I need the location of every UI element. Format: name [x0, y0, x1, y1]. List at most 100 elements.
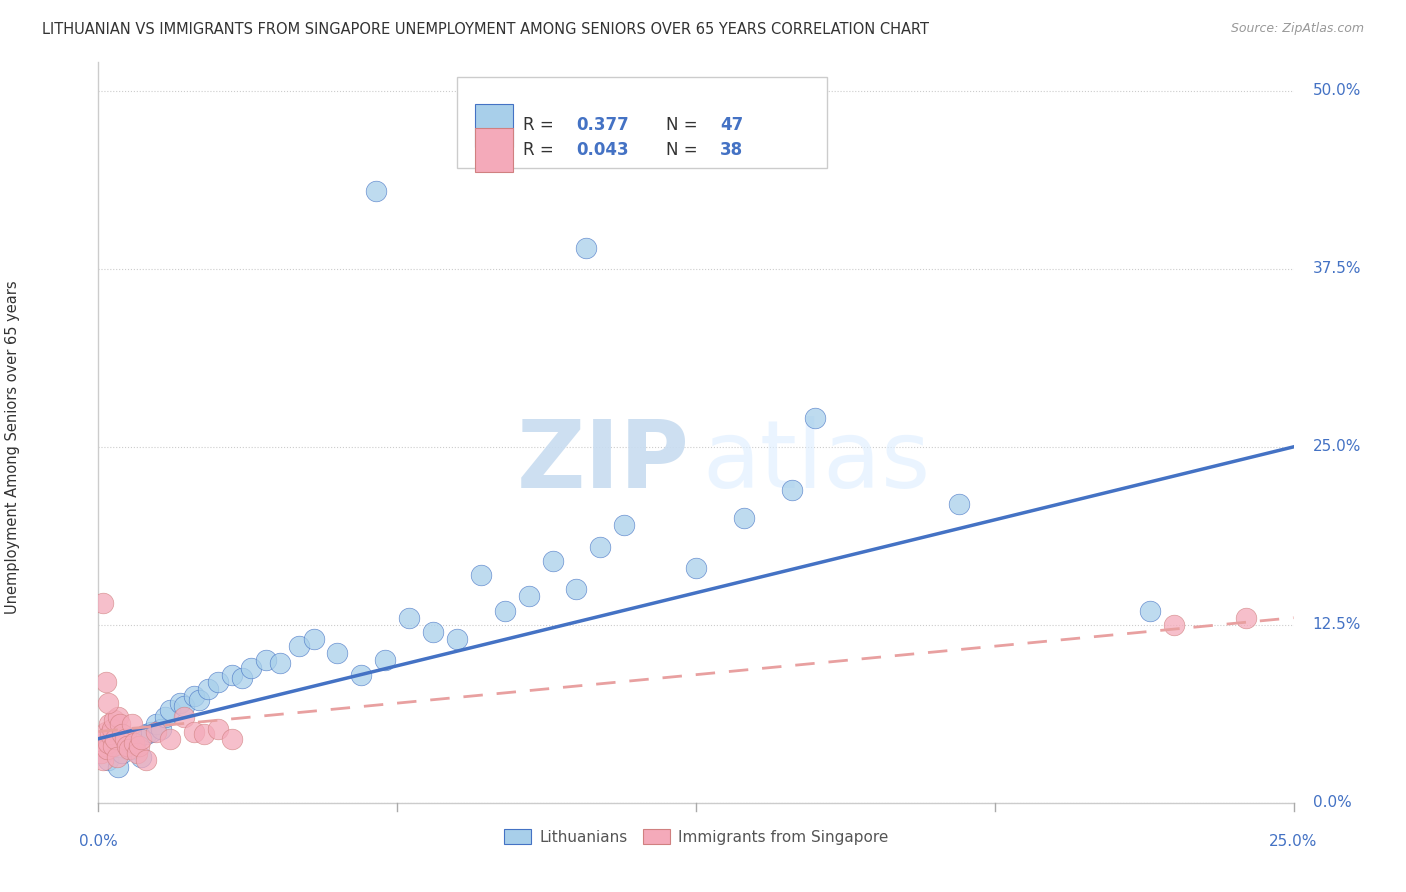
Point — [948, 497, 970, 511]
Text: LITHUANIAN VS IMMIGRANTS FROM SINGAPORE UNEMPLOYMENT AMONG SENIORS OVER 65 YEARS: LITHUANIAN VS IMMIGRANTS FROM SINGAPORE … — [42, 22, 929, 37]
Point — [685, 561, 707, 575]
Point — [115, 739, 138, 753]
Point — [105, 750, 128, 764]
Point — [97, 736, 120, 750]
Text: 37.5%: 37.5% — [1313, 261, 1361, 277]
Point — [541, 554, 564, 568]
Point — [101, 739, 124, 753]
Text: 0.0%: 0.0% — [1313, 796, 1351, 810]
Point — [101, 722, 124, 736]
Point — [91, 739, 114, 753]
Text: 0.0%: 0.0% — [79, 834, 118, 849]
Point — [231, 671, 253, 685]
Point — [173, 710, 195, 724]
Point — [470, 568, 492, 582]
Point — [269, 657, 291, 671]
Point — [149, 722, 172, 736]
Point — [128, 739, 150, 753]
Point — [93, 731, 115, 746]
Point — [97, 717, 120, 731]
Point — [398, 610, 420, 624]
Point — [91, 753, 114, 767]
Text: 0.377: 0.377 — [576, 116, 630, 135]
Point — [103, 713, 125, 727]
Text: 47: 47 — [720, 116, 744, 135]
Point — [131, 731, 153, 746]
Point — [288, 639, 311, 653]
Text: N =: N = — [666, 141, 703, 159]
Text: R =: R = — [523, 116, 558, 135]
Point — [111, 746, 134, 760]
Point — [155, 710, 177, 724]
Point — [374, 653, 396, 667]
Point — [1234, 610, 1257, 624]
Text: atlas: atlas — [702, 417, 931, 508]
FancyBboxPatch shape — [475, 128, 513, 171]
Point — [96, 741, 118, 756]
Point — [187, 693, 209, 707]
Point — [135, 753, 157, 767]
Point — [221, 731, 243, 746]
Point — [446, 632, 468, 646]
Point — [121, 741, 143, 756]
FancyBboxPatch shape — [475, 103, 513, 147]
Point — [173, 698, 195, 713]
Point — [326, 646, 349, 660]
Text: Source: ZipAtlas.com: Source: ZipAtlas.com — [1230, 22, 1364, 36]
Point — [125, 746, 148, 760]
Point — [733, 511, 755, 525]
FancyBboxPatch shape — [457, 78, 827, 169]
Point — [131, 750, 153, 764]
Point — [183, 724, 205, 739]
Point — [124, 736, 146, 750]
Point — [517, 590, 540, 604]
Point — [422, 624, 444, 639]
Point — [108, 717, 131, 731]
Point — [91, 597, 114, 611]
Point — [494, 604, 516, 618]
Text: R =: R = — [523, 141, 558, 159]
Point — [613, 518, 636, 533]
Point — [804, 411, 827, 425]
Point — [97, 696, 120, 710]
Text: 0.043: 0.043 — [576, 141, 628, 159]
Point — [1139, 604, 1161, 618]
Point — [118, 741, 141, 756]
Point — [159, 731, 181, 746]
Point — [197, 681, 219, 696]
Point — [207, 674, 229, 689]
Point — [90, 746, 112, 760]
Point — [207, 722, 229, 736]
Point — [114, 731, 136, 746]
Point — [254, 653, 277, 667]
Point — [183, 689, 205, 703]
Point — [135, 727, 157, 741]
Point — [111, 727, 134, 741]
Point — [221, 667, 243, 681]
Point — [240, 660, 263, 674]
Point — [125, 731, 148, 746]
Text: 12.5%: 12.5% — [1313, 617, 1361, 632]
Point — [364, 184, 387, 198]
Point — [1163, 617, 1185, 632]
Text: 50.0%: 50.0% — [1313, 84, 1361, 98]
Point — [94, 724, 117, 739]
Point — [145, 724, 167, 739]
Point — [107, 710, 129, 724]
Point — [139, 724, 162, 739]
Point — [145, 717, 167, 731]
Point — [350, 667, 373, 681]
Point — [575, 240, 598, 254]
Text: 25.0%: 25.0% — [1313, 440, 1361, 454]
Point — [104, 731, 127, 746]
Point — [302, 632, 325, 646]
Text: 25.0%: 25.0% — [1270, 834, 1317, 849]
Point — [589, 540, 612, 554]
Point — [565, 582, 588, 597]
Text: Unemployment Among Seniors over 65 years: Unemployment Among Seniors over 65 years — [4, 280, 20, 614]
Point — [193, 727, 215, 741]
Point — [107, 760, 129, 774]
Text: ZIP: ZIP — [517, 417, 690, 508]
Point — [97, 753, 120, 767]
Point — [169, 696, 191, 710]
